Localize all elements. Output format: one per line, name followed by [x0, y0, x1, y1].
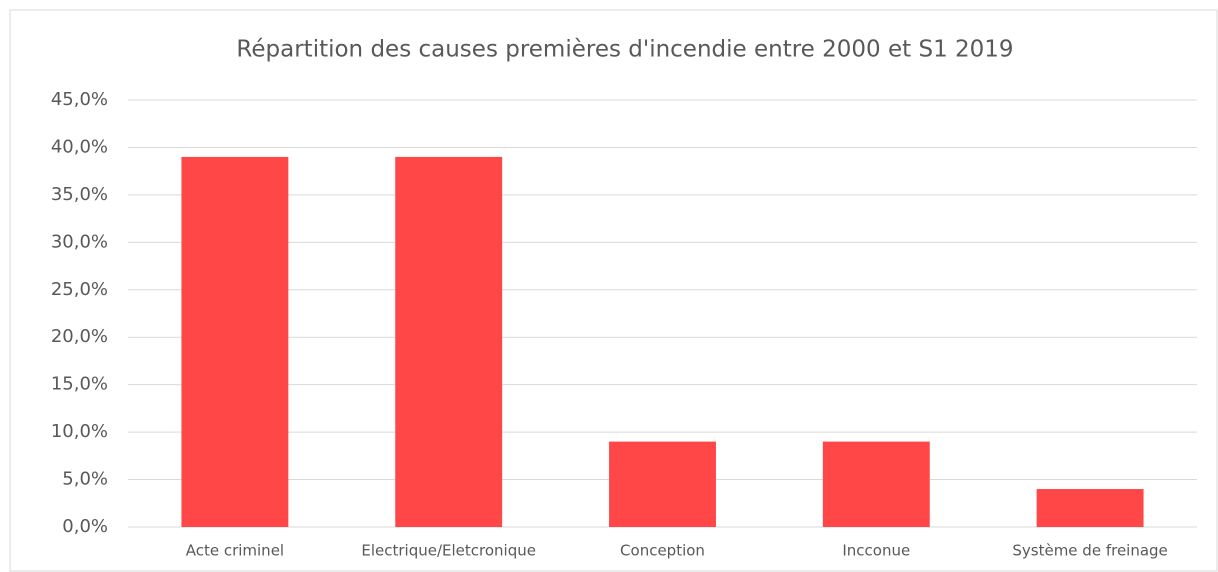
y-tick-label: 40,0% — [51, 136, 108, 157]
y-tick-label: 45,0% — [51, 89, 108, 110]
y-tick-label: 20,0% — [51, 326, 108, 347]
y-tick-label: 15,0% — [51, 374, 108, 395]
y-tick-label: 25,0% — [51, 279, 108, 300]
x-tick-label: Système de freinage — [1012, 542, 1167, 560]
bar — [181, 156, 289, 527]
y-tick-label: 5,0% — [62, 469, 108, 490]
chart-title: Répartition des causes premières d'incen… — [236, 37, 1013, 63]
bar — [822, 441, 930, 527]
y-tick-label: 0,0% — [62, 516, 108, 537]
y-tick-label: 30,0% — [51, 231, 108, 252]
x-tick-label: Electrique/Eletcronique — [361, 542, 536, 560]
x-tick-label: Acte criminel — [186, 542, 284, 560]
y-tick-label: 10,0% — [51, 421, 108, 442]
x-tick-label: Incconue — [842, 542, 910, 560]
x-tick-label: Conception — [620, 542, 705, 560]
bar — [609, 441, 716, 527]
bar — [395, 156, 503, 527]
y-tick-label: 35,0% — [51, 184, 108, 205]
bar — [1036, 489, 1144, 527]
